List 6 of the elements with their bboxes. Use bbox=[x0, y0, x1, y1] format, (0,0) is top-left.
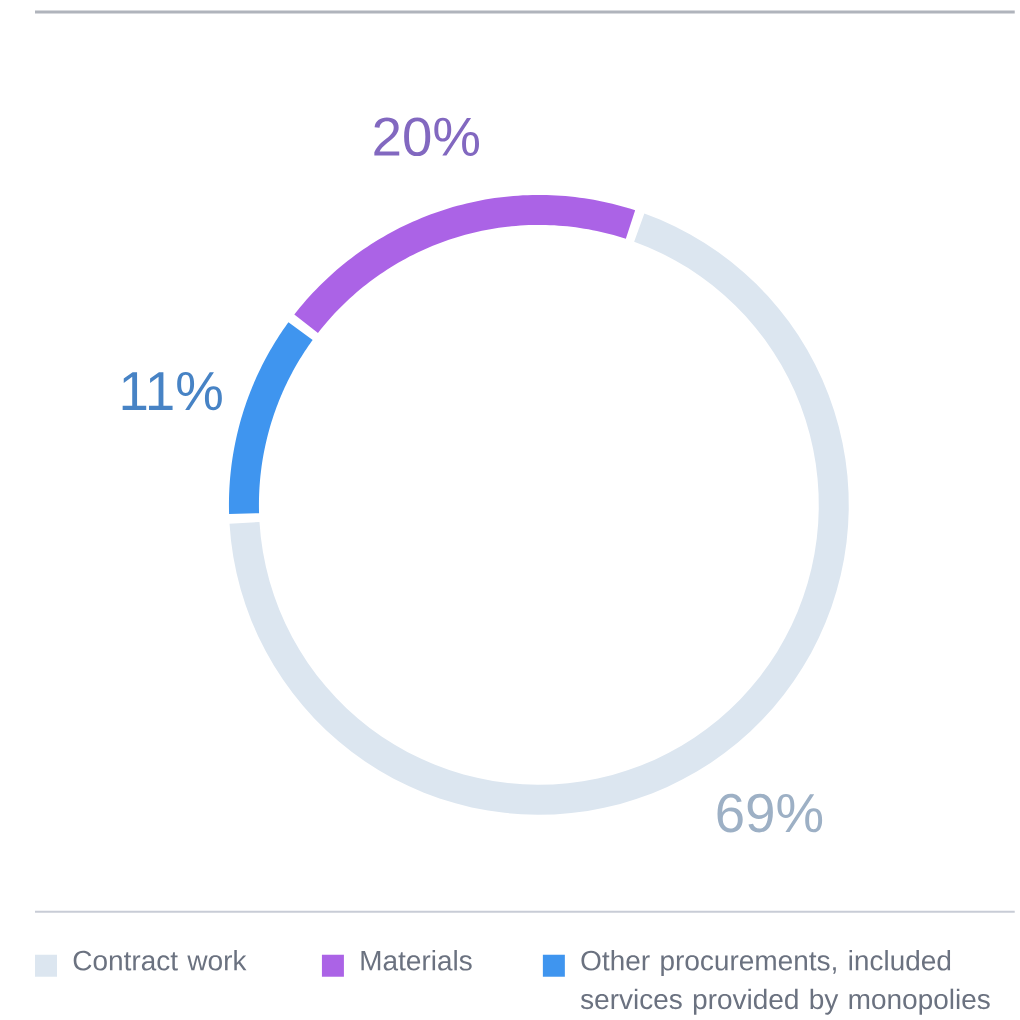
legend-label: Contract work bbox=[73, 950, 247, 971]
data-label: 69% bbox=[717, 793, 823, 833]
data-label: 11% bbox=[122, 372, 222, 411]
legend-label: Materials bbox=[361, 950, 472, 971]
data-label: 20% bbox=[374, 117, 480, 157]
legend-label: Other procurements, included services provided by monopolies bbox=[580, 950, 990, 1015]
